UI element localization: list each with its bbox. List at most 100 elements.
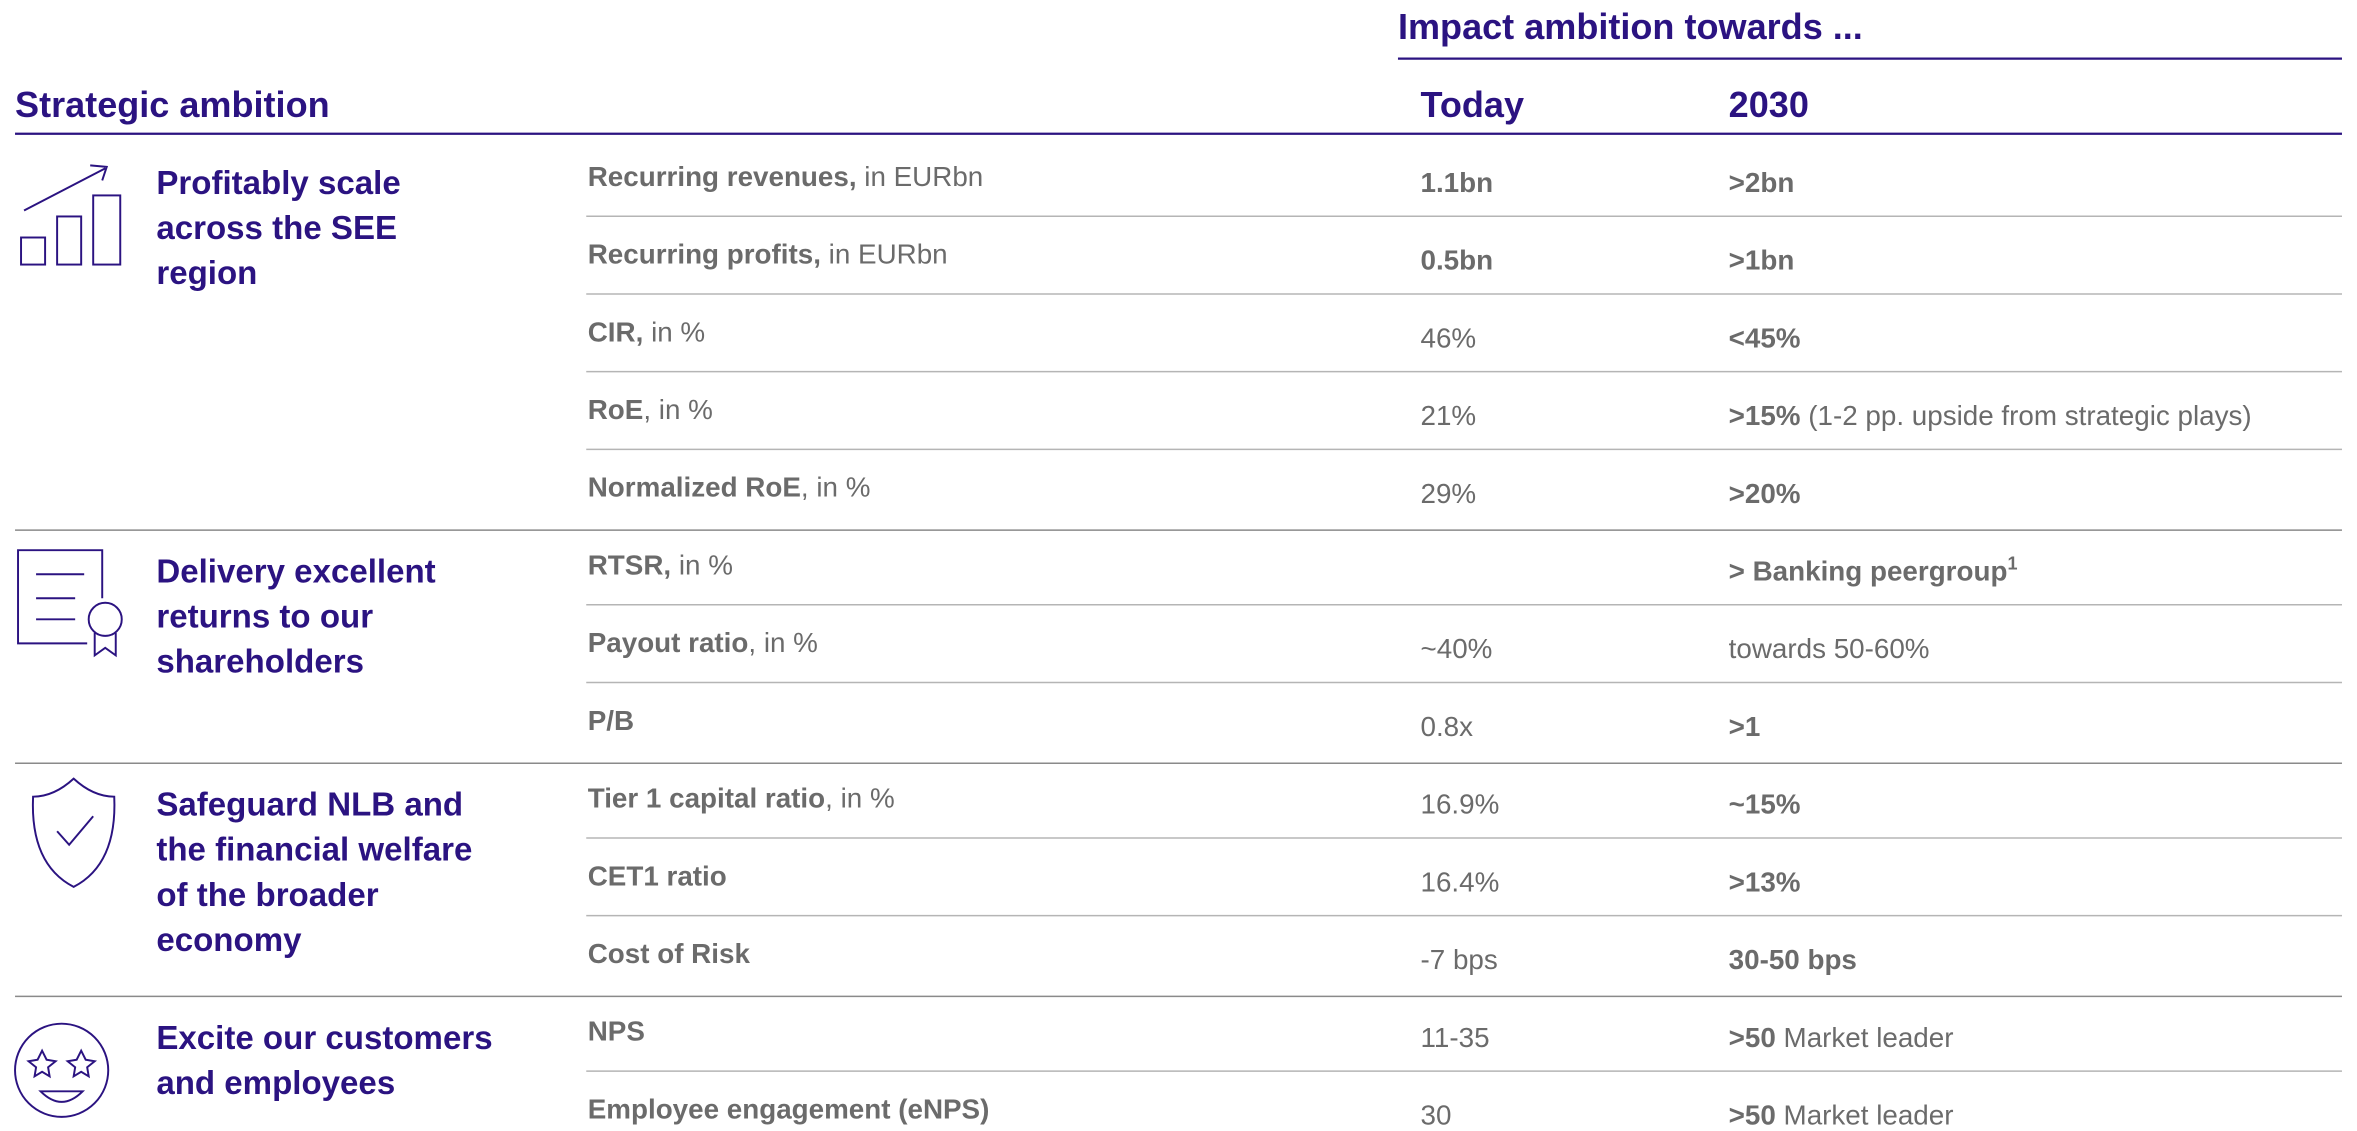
metric: RoE, in % [588,394,713,425]
target: >2bn [1729,167,1795,198]
today: 16.9% [1421,789,1500,820]
metric-text: , in % [643,394,713,425]
metric-text: , in % [825,783,895,814]
today: -7 bps [1421,944,1498,975]
target-text: towards 50-60% [1729,634,1930,665]
group-label: the financial welfare [156,832,472,869]
target: >1 [1729,711,1761,742]
today-text: 16.4% [1421,867,1500,898]
target-bold: ~15% [1729,789,1801,820]
today-text: 29% [1421,478,1477,509]
icon-shield [31,777,116,888]
today-text: ~40% [1421,634,1493,665]
metric-text: , in % [748,628,818,659]
impact-title: Impact ambition towards ... [1398,6,1863,47]
target-bold: >50 [1729,1100,1776,1131]
target: >20% [1729,478,1801,509]
metric: Cost of Risk [588,938,751,969]
today: 29% [1421,478,1477,509]
metric: RTSR, in % [588,550,733,581]
metric-bold: Payout ratio [588,628,749,659]
metric: Tier 1 capital ratio, in % [588,783,895,814]
target: >50 Market leader [1729,1100,1954,1131]
today: 1.1bn [1421,167,1494,198]
today-text: -7 bps [1421,944,1498,975]
metric: CET1 ratio [588,861,727,892]
group-label: of the broader [156,877,378,914]
target-bold: >2bn [1729,167,1795,198]
metric-text: in % [643,317,705,348]
target: <45% [1729,323,1801,354]
target-bold: 30-50 bps [1729,944,1857,975]
metric-bold: Cost of Risk [588,938,751,969]
today: 16.4% [1421,867,1500,898]
metric: P/B [588,705,634,736]
target-text: (1-2 pp. upside from strategic plays) [1801,400,2252,431]
metric: Recurring revenues, in EURbn [588,161,984,192]
today-text: 11-35 [1421,1022,1490,1053]
metric-bold: RTSR, [588,550,671,581]
metric: Payout ratio, in % [588,628,818,659]
metric: CIR, in % [588,317,705,348]
today: ~40% [1421,634,1493,665]
today-text: 0.8x [1421,711,1474,742]
left-title: Strategic ambition [15,84,330,125]
col-2030: 2030 [1729,84,1809,125]
metric-text: in % [671,550,733,581]
today-text: 46% [1421,323,1477,354]
target-bold: >1 [1729,711,1761,742]
metric-text: in EURbn [857,161,984,192]
metric-bold: NPS [588,1016,645,1047]
icon-growth [20,164,122,266]
group-label: Safeguard NLB and [156,787,463,824]
icon-face [14,1022,110,1118]
metric-text: , in % [801,472,871,503]
target: 30-50 bps [1729,944,1857,975]
group-label: economy [156,922,302,959]
icon-certificate [17,549,123,658]
today: 0.5bn [1421,245,1494,276]
target: >1bn [1729,245,1795,276]
target: towards 50-60% [1729,634,1930,665]
today-text: 30 [1421,1100,1452,1131]
target-sup: 1 [2007,553,2017,573]
metric-bold: Normalized RoE [588,472,801,503]
metric-text: in EURbn [821,239,948,270]
today-text: 21% [1421,400,1477,431]
metric-bold: CET1 ratio [588,861,727,892]
group-label: Excite our customers [156,1020,492,1057]
today-text: 16.9% [1421,789,1500,820]
today: 0.8x [1421,711,1474,742]
group-label: across the SEE [156,210,397,247]
metric: NPS [588,1016,645,1047]
target-bold: >15% [1729,400,1801,431]
target: ~15% [1729,789,1801,820]
target: >13% [1729,867,1801,898]
metric-bold: P/B [588,705,634,736]
metric: Normalized RoE, in % [588,472,871,503]
target-bold: >50 [1729,1022,1776,1053]
target-text: Market leader [1776,1022,1954,1053]
target-bold: >1bn [1729,245,1795,276]
today: 11-35 [1421,1022,1490,1053]
metric-bold: Recurring profits, [588,239,821,270]
metric-bold: CIR, [588,317,644,348]
metric: Employee engagement (eNPS) [588,1094,990,1125]
today-bold: 1.1bn [1421,167,1494,198]
group-label: shareholders [156,644,364,681]
target-bold: > Banking peergroup [1729,556,2008,587]
metric: Recurring profits, in EURbn [588,239,948,270]
metric-bold: Recurring revenues, [588,161,857,192]
target-bold: <45% [1729,323,1801,354]
group-label: returns to our [156,599,373,636]
target: >15% (1-2 pp. upside from strategic play… [1729,400,2252,431]
today: 21% [1421,400,1477,431]
today-bold: 0.5bn [1421,245,1494,276]
target: > Banking peergroup1 [1729,553,2018,587]
target: >50 Market leader [1729,1022,1954,1053]
metric-bold: RoE [588,394,644,425]
metric-bold: Tier 1 capital ratio [588,783,825,814]
group-label: Profitably scale [156,165,400,202]
